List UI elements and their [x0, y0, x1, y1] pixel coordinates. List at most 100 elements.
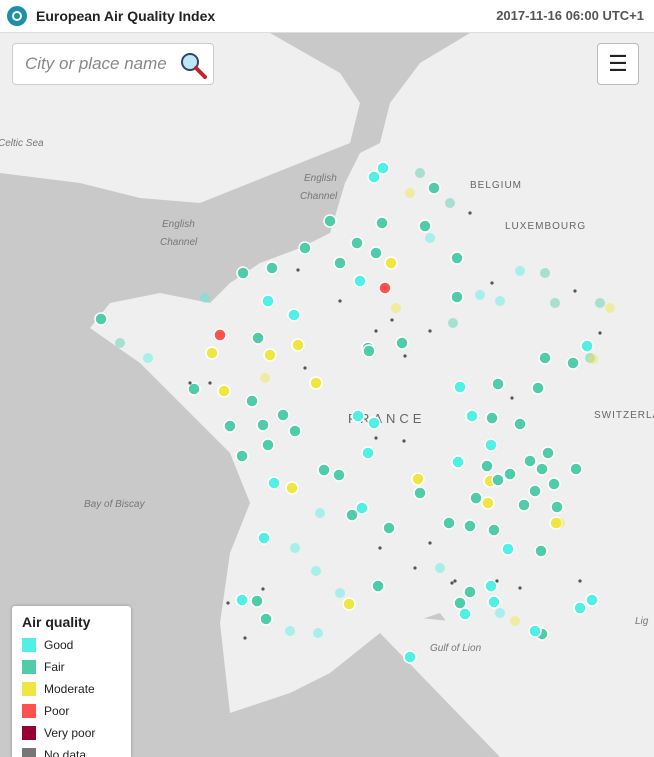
station-marker[interactable]	[245, 394, 259, 408]
station-marker[interactable]	[361, 446, 375, 460]
station-marker[interactable]	[481, 496, 495, 510]
station-marker-faint[interactable]	[550, 298, 560, 308]
station-marker[interactable]	[573, 601, 587, 615]
station-marker-faint[interactable]	[585, 353, 595, 363]
station-marker[interactable]	[261, 438, 275, 452]
station-marker-faint[interactable]	[540, 268, 550, 278]
station-marker[interactable]	[317, 463, 331, 477]
station-marker-faint[interactable]	[285, 626, 295, 636]
station-marker[interactable]	[547, 477, 561, 491]
station-marker[interactable]	[332, 468, 346, 482]
station-marker[interactable]	[355, 501, 369, 515]
station-marker[interactable]	[309, 376, 323, 390]
station-no-data-dot[interactable]	[598, 331, 602, 335]
station-marker[interactable]	[333, 256, 347, 270]
station-marker[interactable]	[531, 381, 545, 395]
station-no-data-dot[interactable]	[428, 329, 432, 333]
station-no-data-dot[interactable]	[490, 281, 494, 285]
station-marker[interactable]	[528, 624, 542, 638]
station-marker-faint[interactable]	[335, 588, 345, 598]
station-marker-faint[interactable]	[595, 298, 605, 308]
station-marker[interactable]	[487, 523, 501, 537]
station-marker[interactable]	[235, 449, 249, 463]
station-marker[interactable]	[213, 328, 227, 342]
station-no-data-dot[interactable]	[188, 381, 192, 385]
station-marker[interactable]	[257, 531, 271, 545]
station-marker[interactable]	[463, 585, 477, 599]
station-marker-faint[interactable]	[495, 296, 505, 306]
station-marker-faint[interactable]	[475, 290, 485, 300]
station-marker[interactable]	[261, 294, 275, 308]
station-marker-faint[interactable]	[588, 354, 598, 364]
station-marker[interactable]	[501, 542, 515, 556]
station-no-data-dot[interactable]	[261, 587, 265, 591]
search-icon[interactable]	[179, 51, 207, 79]
station-no-data-dot[interactable]	[413, 566, 417, 570]
station-marker[interactable]	[550, 500, 564, 514]
station-no-data-dot[interactable]	[374, 436, 378, 440]
station-marker[interactable]	[382, 521, 396, 535]
station-marker[interactable]	[362, 344, 376, 358]
station-marker[interactable]	[259, 612, 273, 626]
station-marker[interactable]	[342, 597, 356, 611]
station-no-data-dot[interactable]	[243, 636, 247, 640]
station-marker[interactable]	[463, 519, 477, 533]
station-marker[interactable]	[451, 455, 465, 469]
station-marker[interactable]	[235, 593, 249, 607]
station-marker[interactable]	[256, 418, 270, 432]
station-marker[interactable]	[263, 348, 277, 362]
station-marker[interactable]	[217, 384, 231, 398]
station-marker[interactable]	[549, 516, 563, 530]
station-marker[interactable]	[484, 579, 498, 593]
station-no-data-dot[interactable]	[390, 318, 394, 322]
station-marker-faint[interactable]	[435, 563, 445, 573]
station-no-data-dot[interactable]	[468, 211, 472, 215]
station-marker[interactable]	[250, 594, 264, 608]
station-marker-faint[interactable]	[260, 373, 270, 383]
station-marker-faint[interactable]	[313, 628, 323, 638]
station-marker[interactable]	[395, 336, 409, 350]
station-marker[interactable]	[566, 356, 580, 370]
station-marker[interactable]	[367, 170, 381, 184]
station-marker-faint[interactable]	[445, 198, 455, 208]
station-marker[interactable]	[251, 331, 265, 345]
station-marker-faint[interactable]	[143, 353, 153, 363]
station-marker[interactable]	[345, 508, 359, 522]
station-no-data-dot[interactable]	[510, 396, 514, 400]
search-box[interactable]	[12, 43, 214, 85]
station-marker[interactable]	[528, 484, 542, 498]
station-marker[interactable]	[538, 351, 552, 365]
station-marker[interactable]	[287, 308, 301, 322]
station-marker[interactable]	[267, 476, 281, 490]
station-marker[interactable]	[378, 281, 392, 295]
station-marker[interactable]	[236, 266, 250, 280]
station-marker[interactable]	[453, 596, 467, 610]
station-marker[interactable]	[413, 486, 427, 500]
station-marker[interactable]	[353, 274, 367, 288]
station-marker[interactable]	[351, 409, 365, 423]
station-no-data-dot[interactable]	[338, 299, 342, 303]
station-marker-faint[interactable]	[495, 608, 505, 618]
station-marker-faint[interactable]	[515, 266, 525, 276]
station-no-data-dot[interactable]	[226, 601, 230, 605]
station-no-data-dot[interactable]	[453, 579, 457, 583]
station-no-data-dot[interactable]	[378, 546, 382, 550]
station-marker[interactable]	[491, 473, 505, 487]
station-marker-faint[interactable]	[311, 566, 321, 576]
station-marker[interactable]	[427, 181, 441, 195]
station-marker[interactable]	[453, 380, 467, 394]
station-marker[interactable]	[503, 467, 517, 481]
station-marker[interactable]	[569, 462, 583, 476]
station-marker-faint[interactable]	[448, 318, 458, 328]
station-marker-faint[interactable]	[391, 303, 401, 313]
station-marker[interactable]	[534, 544, 548, 558]
station-marker[interactable]	[513, 417, 527, 431]
station-marker[interactable]	[469, 491, 483, 505]
station-no-data-dot[interactable]	[428, 541, 432, 545]
station-no-data-dot[interactable]	[402, 439, 406, 443]
station-marker[interactable]	[458, 607, 472, 621]
search-input[interactable]	[23, 53, 177, 75]
station-marker-faint[interactable]	[555, 518, 565, 528]
station-marker[interactable]	[403, 650, 417, 664]
station-marker-faint[interactable]	[415, 168, 425, 178]
